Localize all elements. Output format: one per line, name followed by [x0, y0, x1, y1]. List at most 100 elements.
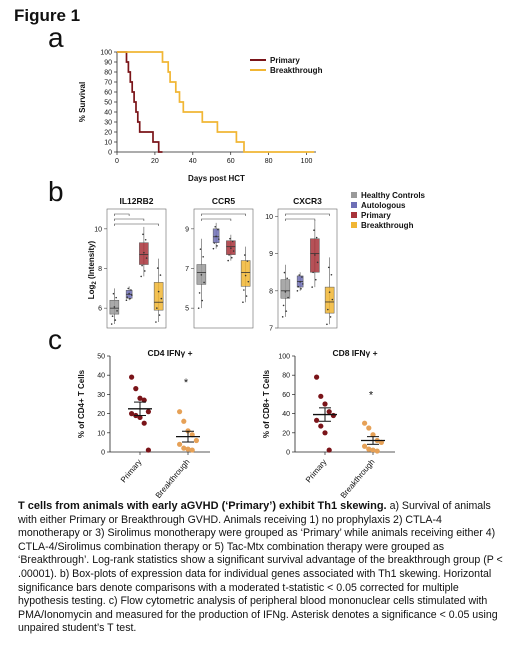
data-point: [330, 412, 336, 419]
data-point: [330, 273, 333, 276]
data-point: [285, 310, 288, 312]
data-point: [127, 287, 130, 290]
data-point: [129, 297, 131, 300]
y-tick-label: 20: [104, 130, 112, 137]
figure-title: Figure 1: [14, 6, 81, 25]
box: [280, 279, 291, 299]
survival-line-breakthrough: [117, 51, 315, 153]
x-tick-label: 40: [189, 158, 197, 165]
legend-label: Breakthrough: [361, 221, 414, 230]
y-tick-label: 30: [104, 120, 112, 127]
boxplot-il12rb2: 6 8 10 IL12RB2: [94, 196, 167, 329]
data-point: [213, 242, 216, 244]
data-point: [199, 248, 202, 250]
data-point: [141, 397, 147, 403]
data-point: [156, 267, 159, 269]
y-tick-label: 70: [104, 80, 112, 87]
data-point: [314, 417, 320, 423]
data-point: [131, 294, 133, 296]
legend-label: Healthy Controls: [361, 191, 426, 200]
box: [153, 282, 164, 311]
data-point: [212, 247, 215, 250]
data-point: [362, 420, 368, 426]
legend-label: Breakthrough: [270, 66, 323, 75]
box: [139, 242, 149, 265]
data-point: [296, 290, 299, 292]
data-point: [111, 315, 114, 317]
data-point: [318, 393, 324, 399]
y-tick-label: 90: [104, 60, 112, 67]
gene-title: CXCR3: [293, 196, 322, 206]
data-point: [301, 276, 303, 278]
data-point: [312, 271, 314, 274]
data-point: [329, 316, 332, 318]
y-tick-label: 100: [278, 354, 290, 361]
plot-frame: [277, 208, 338, 329]
y-tick-label: 8: [98, 266, 102, 273]
data-point: [143, 251, 145, 254]
data-point: [193, 437, 199, 444]
data-point: [137, 414, 143, 421]
y-tick-label: 60: [104, 90, 112, 97]
data-point: [145, 257, 148, 259]
x-tick-label: Primary: [304, 458, 329, 485]
data-point: [129, 374, 135, 380]
data-point: [129, 411, 135, 417]
dotplot-cd4: 0 10 20 30 40 50 CD4 IFNγ + % of CD4+ T Cells Pr…: [77, 348, 210, 500]
data-point: [116, 310, 118, 312]
data-point: [300, 287, 302, 290]
x-axis-label: Days post HCT: [188, 174, 245, 183]
y-tick-label: 9: [185, 226, 189, 233]
data-point: [328, 291, 331, 293]
chart-title: CD8 IFNγ +: [332, 348, 377, 358]
data-point: [181, 445, 187, 451]
legend-swatch: [351, 212, 357, 218]
significance-bar: [114, 223, 159, 226]
y-tick-label: 10: [265, 214, 273, 221]
y-axis-label: % of CD8+ T Cells: [262, 369, 271, 438]
data-point: [189, 447, 195, 453]
data-point: [160, 297, 163, 300]
data-point: [318, 423, 324, 429]
legend-swatch: [351, 192, 357, 198]
y-tick-label: 40: [104, 110, 112, 117]
legend-label: Autologous: [361, 201, 406, 210]
data-point: [130, 289, 132, 291]
data-point: [283, 271, 286, 274]
data-point: [326, 409, 332, 415]
data-point: [243, 289, 245, 291]
data-point: [230, 247, 232, 249]
y-tick-label: 8: [269, 288, 273, 295]
y-tick-label: 6: [98, 306, 102, 313]
panel-label-c: c: [48, 324, 62, 355]
survival-line-primary: [117, 51, 163, 153]
data-point: [177, 409, 183, 415]
data-point: [326, 323, 328, 326]
boxplot-cxcr3: 7 8 9 10 CXCR3: [265, 196, 338, 333]
x-tick-label: 80: [265, 158, 273, 165]
data-point: [314, 374, 320, 380]
data-point: [158, 314, 161, 316]
y-tick-label: 7: [185, 266, 189, 273]
data-point: [128, 292, 130, 295]
data-point: [141, 264, 143, 267]
y-tick-label: 9: [269, 251, 273, 258]
boxplot-ccr5: 5 7 9 CCR5: [185, 196, 254, 329]
legend-swatch: [351, 222, 357, 228]
y-tick-label: 10: [97, 430, 105, 437]
y-tick-label: 80: [104, 70, 112, 77]
y-tick-label: 20: [282, 430, 290, 437]
data-point: [286, 277, 288, 280]
y-tick-label: 0: [286, 450, 290, 457]
dotplot-cd8: 0 20 40 60 80 100 CD8 IFNγ + % of CD8+ T Cells P…: [262, 348, 395, 500]
data-point: [198, 292, 201, 294]
data-point: [315, 236, 318, 239]
data-point: [246, 260, 249, 262]
x-tick-label: 0: [115, 158, 119, 165]
data-point: [126, 296, 129, 298]
data-point: [322, 401, 328, 407]
data-point: [316, 261, 319, 264]
data-point: [366, 425, 372, 431]
box: [240, 260, 251, 287]
data-point: [113, 306, 116, 308]
